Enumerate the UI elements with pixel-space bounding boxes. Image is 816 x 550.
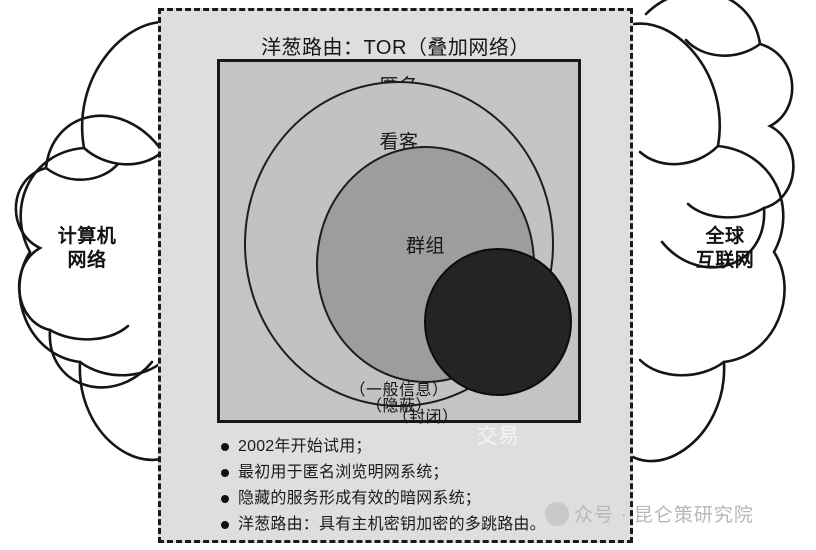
cloud-lobe-notch-top-right — [684, 38, 762, 57]
bullet-dot-icon — [221, 469, 229, 478]
bullet-dot-icon — [221, 495, 229, 504]
ring-label-general-info: （一般信息） — [349, 382, 449, 399]
feature-bullet-list: 2002年开始试用； 最初用于匿名浏览明网系统； 隐藏的服务形成有效的暗网系统；… — [221, 436, 621, 540]
watermark-logo-icon — [545, 501, 569, 526]
tor-overlay-region: 洋葱路由：TOR（叠加网络） 匿名 看客 群组 交易 （封闭） （一般信息） （… — [158, 8, 633, 543]
ring-label-transaction: 交易 — [476, 425, 520, 448]
ring-group: 群组 交易 （封闭） — [316, 146, 572, 448]
ring-transaction: 交易 — [424, 248, 572, 448]
ring-label-concealed: （隐蔽） — [365, 398, 432, 415]
list-item-label: 洋葱路由：具有主机密钥加密的多跳路由。 — [238, 516, 546, 534]
cloud-lobe-notch-top-left — [44, 162, 120, 181]
cloud-lobe-notch-bottom-right — [686, 202, 766, 219]
list-item: 最初用于匿名浏览明网系统； — [221, 462, 621, 483]
cloud-label-global-internet: 全球 互联网 — [695, 226, 755, 272]
list-item: 2002年开始试用； — [221, 436, 621, 457]
cloud-lobe-notch-bottom-left — [48, 324, 130, 341]
watermark: 众号 · 昆仑策研究院 — [545, 500, 754, 527]
cloud-label-computer-network: 计算机 网络 — [57, 226, 117, 272]
bullet-dot-icon — [221, 443, 229, 451]
bullet-dot-icon — [221, 521, 229, 530]
ring-anonymous: 看客 群组 交易 （封闭） （一般信息） — [244, 81, 572, 448]
watermark-label: 众号 · 昆仑策研究院 — [574, 505, 754, 526]
ring-label-group: 群组 — [405, 236, 445, 257]
list-item: 洋葱路由：具有主机密钥加密的多跳路由。 — [221, 514, 621, 535]
onion-layers-box: 匿名 看客 群组 交易 （封闭） （一般信息） （隐蔽） — [217, 59, 581, 448]
list-item-label: 最初用于匿名浏览明网系统； — [238, 464, 449, 482]
list-item-label: 2002年开始试用； — [238, 438, 372, 455]
list-item-label: 隐藏的服务形成有效的暗网系统； — [238, 490, 482, 508]
list-item: 隐藏的服务形成有效的暗网系统； — [221, 488, 621, 509]
ring-label-closed: （封闭） — [392, 409, 459, 426]
diagram-title: 洋葱路由：TOR（叠加网络） — [261, 37, 530, 59]
